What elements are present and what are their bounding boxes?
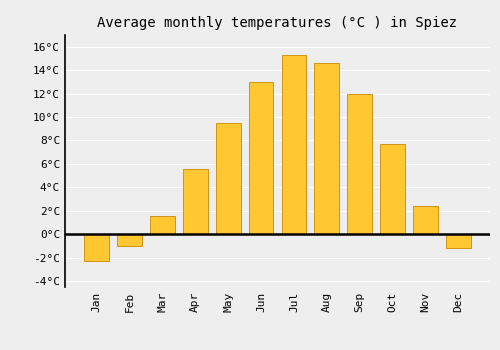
Bar xyxy=(248,82,274,234)
Bar xyxy=(348,93,372,234)
Bar xyxy=(314,63,339,234)
Bar xyxy=(446,234,470,248)
Bar xyxy=(380,144,405,234)
Bar xyxy=(183,169,208,234)
Title: Average monthly temperatures (°C ) in Spiez: Average monthly temperatures (°C ) in Sp… xyxy=(98,16,458,30)
Bar xyxy=(216,123,240,234)
Bar xyxy=(282,55,306,234)
Bar xyxy=(150,216,174,234)
Bar xyxy=(84,234,109,261)
Bar xyxy=(413,206,438,234)
Bar xyxy=(117,234,142,246)
